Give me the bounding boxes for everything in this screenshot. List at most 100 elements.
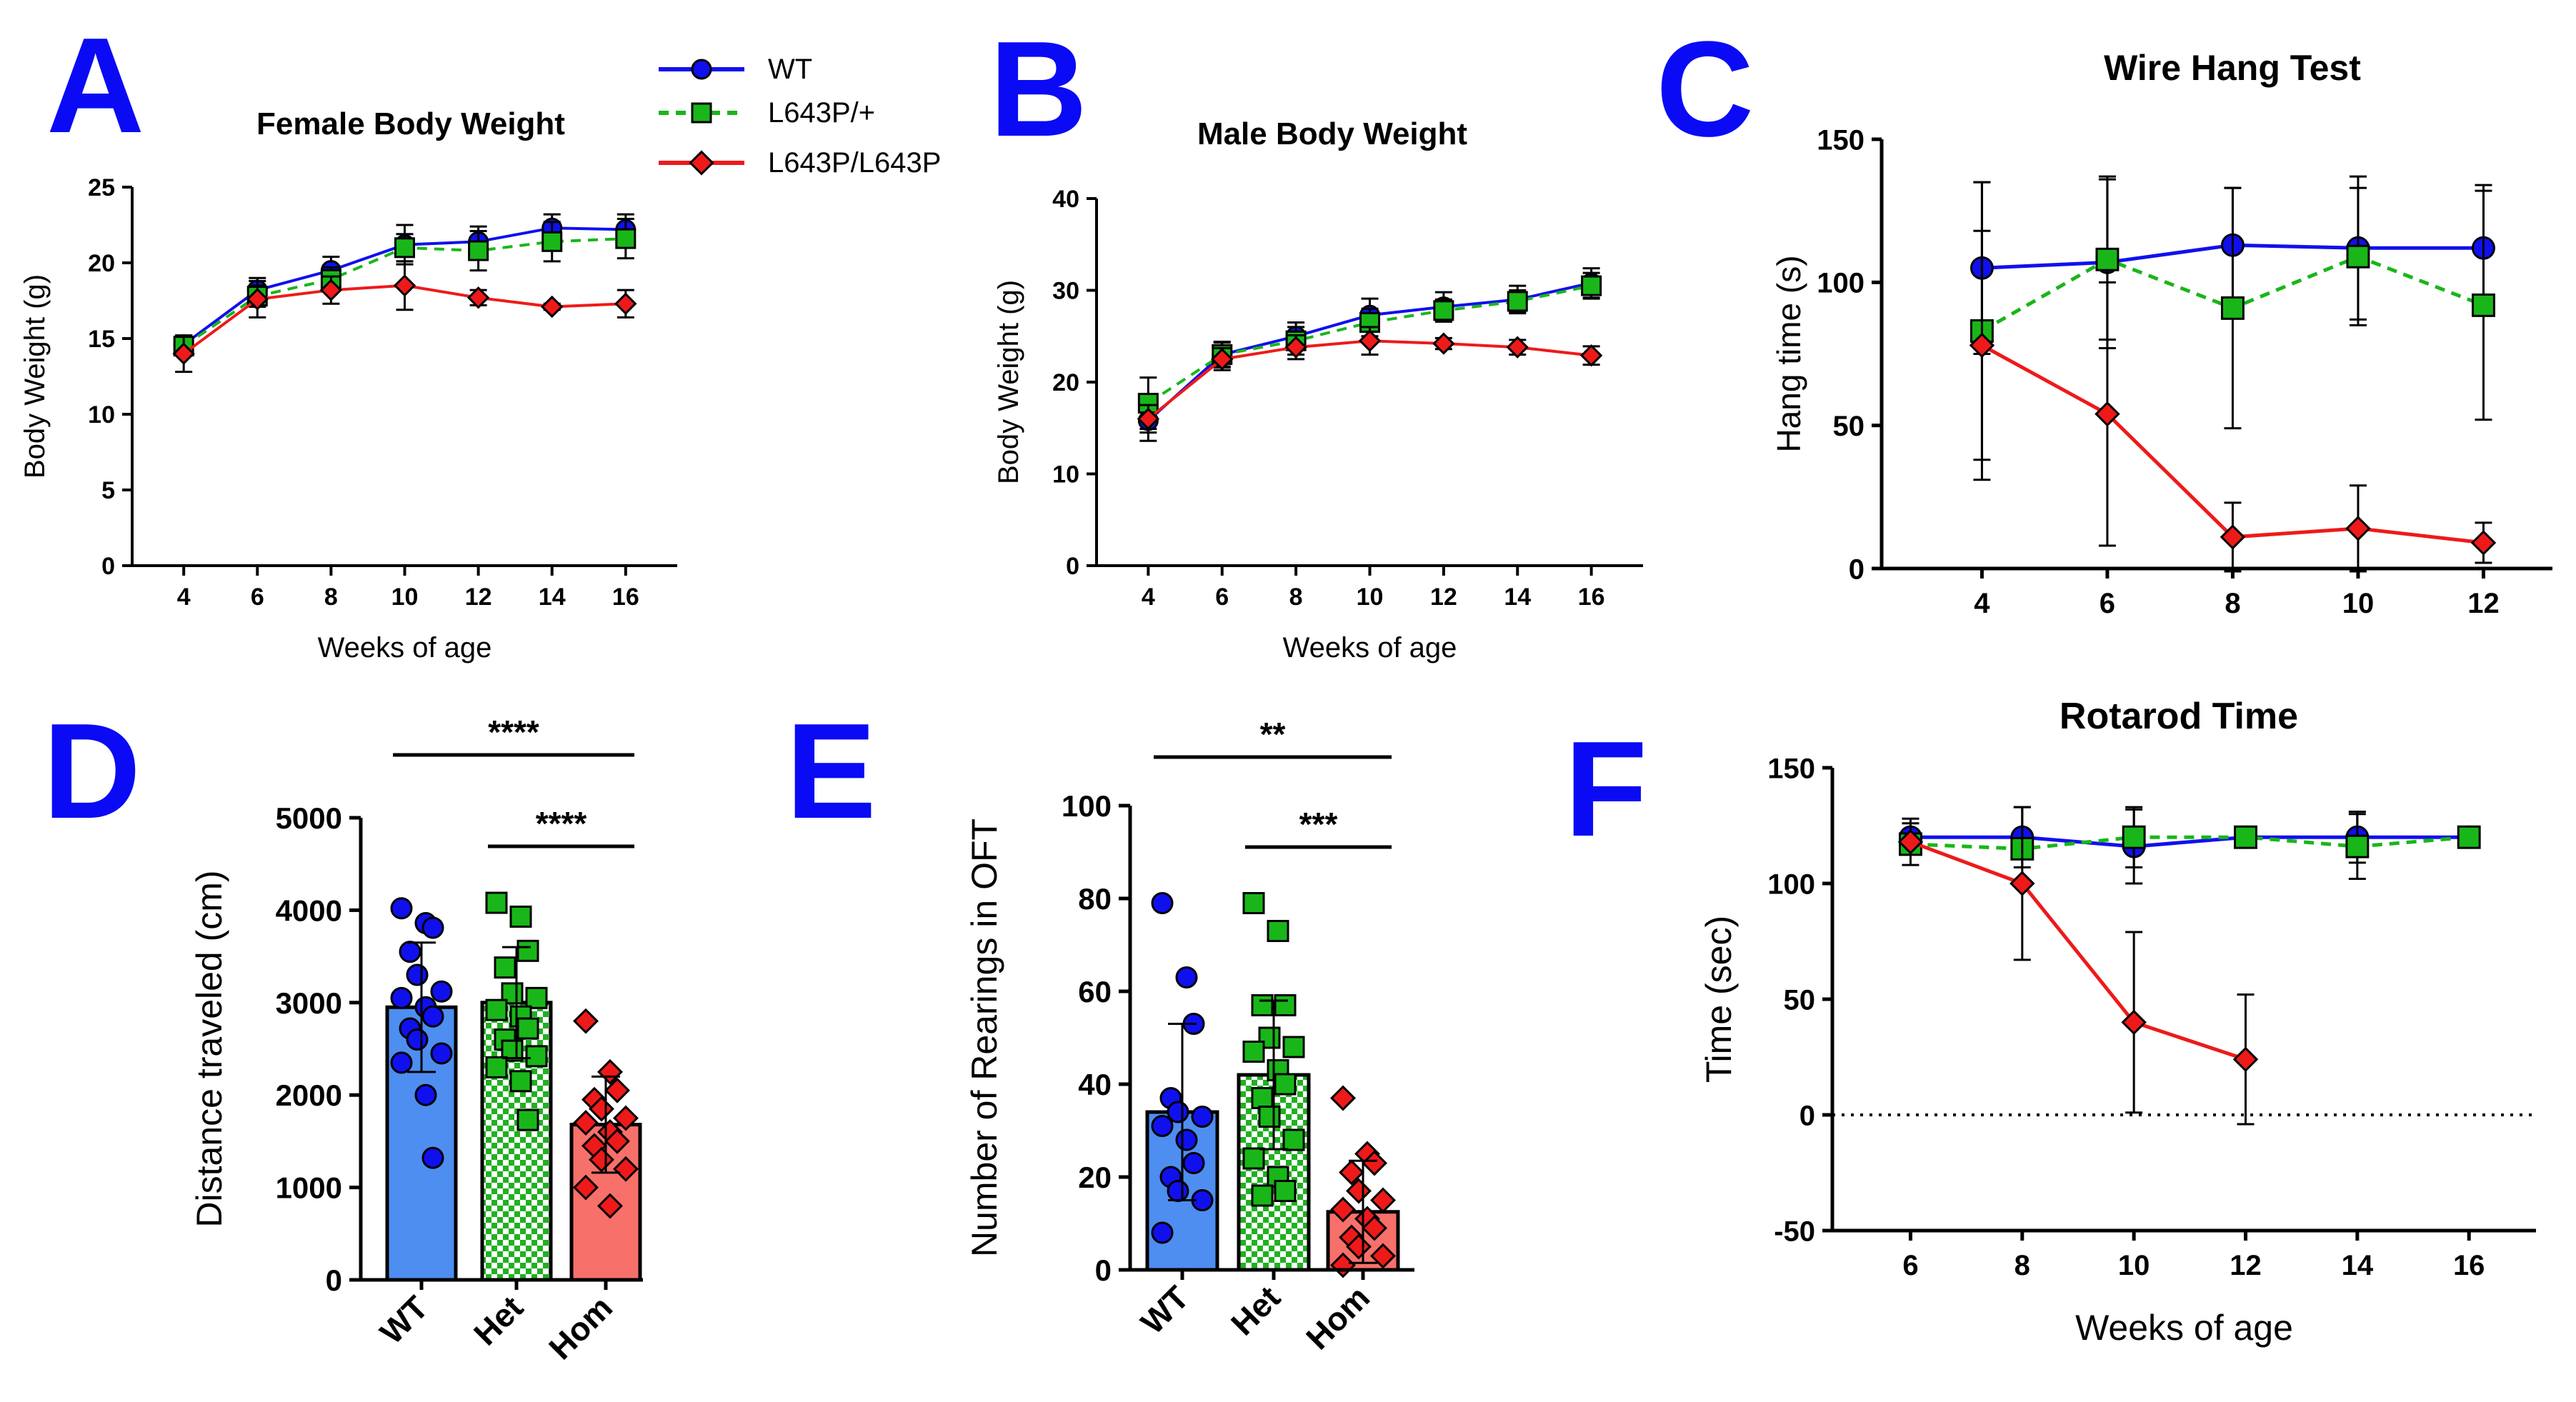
x-tick-label: 8: [2015, 1250, 2030, 1281]
panel-c-y-axis-label: Hang time (s): [1770, 255, 1807, 452]
data-point-hom: [393, 274, 416, 297]
y-tick-label: 20: [88, 250, 115, 277]
individual-point-hom: [613, 1156, 639, 1182]
panel-e-rearings: 0 20 40 60 80 100 WT Het Hom Number of Rearings i…: [964, 716, 1414, 1356]
data-point-het: [541, 231, 563, 252]
data-point-hom: [1579, 344, 1603, 367]
x-tick-label: 4: [177, 584, 191, 611]
individual-point-hom: [1330, 1196, 1356, 1223]
panel-f-rotarod-time: -50 0 50 100 150 6 8 10 12 14 16 Rotarod Time Weeks …: [1699, 696, 2536, 1348]
data-point-hom: [541, 295, 564, 319]
individual-point-het: [509, 1070, 532, 1093]
individual-point-hom: [573, 1008, 599, 1034]
individual-point-het: [1282, 1036, 1305, 1058]
individual-point-het: [485, 1056, 508, 1078]
series-line-hom: [1909, 840, 2247, 1061]
x-tick-label: 6: [251, 584, 264, 611]
data-point-het: [1581, 275, 1602, 296]
panel-f-title: Rotarod Time: [2060, 696, 2298, 737]
individual-point-hom: [589, 1096, 614, 1122]
individual-point-het: [1267, 920, 1289, 942]
y-tick-label: 20: [1052, 369, 1079, 396]
x-tick-label: 4: [1974, 588, 1990, 619]
individual-point-wt: [406, 963, 429, 986]
y-tick-label: 40: [1078, 1068, 1112, 1101]
x-tick-label: 16: [2453, 1250, 2485, 1281]
data-point-hom: [2220, 524, 2246, 550]
x-tick-label: 6: [1902, 1250, 1918, 1281]
individual-point-het: [509, 905, 532, 928]
panel-d-distance-traveled: 0 1000 2000 3000 4000 5000 WT Het Hom Distance tr…: [189, 713, 643, 1366]
individual-point-hom: [1339, 1159, 1364, 1186]
individual-point-wt: [421, 1005, 444, 1028]
panel-f-x-axis-label: Weeks of age: [2075, 1308, 2293, 1348]
x-tick-label: 12: [465, 584, 492, 611]
individual-point-hom: [604, 1128, 630, 1154]
y-tick-label: 25: [88, 174, 115, 201]
individual-point-het: [1274, 1180, 1297, 1202]
data-point-hom: [1432, 332, 1455, 355]
data-point-hom: [172, 342, 195, 365]
legend: WT L643P/+ L643P/L643P: [659, 54, 941, 179]
x-tick-label: 12: [1430, 584, 1457, 611]
significance-label: ***: [1299, 806, 1338, 843]
data-point-hom: [1137, 407, 1160, 431]
y-tick-label: 100: [1062, 789, 1112, 823]
individual-point-wt: [421, 916, 444, 939]
data-point-hom: [1506, 336, 1529, 359]
individual-point-het: [494, 956, 516, 979]
panel-letter-d: D: [43, 696, 141, 847]
individual-point-wt: [1167, 1180, 1189, 1202]
x-tick-label: 10: [2342, 588, 2375, 619]
individual-point-het: [1242, 892, 1265, 914]
data-point-het: [2345, 834, 2370, 858]
data-point-hom: [1284, 336, 1307, 359]
individual-point-het: [516, 1108, 539, 1131]
individual-point-het: [1274, 1073, 1297, 1096]
individual-point-hom: [573, 1110, 599, 1136]
data-point-het: [468, 240, 489, 261]
y-tick-label: 4000: [276, 893, 342, 927]
data-point-hom: [1969, 332, 1995, 359]
y-tick-label: 50: [1784, 984, 1816, 1016]
y-tick-label: 5: [101, 477, 115, 504]
data-point-hom: [246, 288, 269, 311]
individual-point-wt: [406, 1028, 429, 1051]
data-point-het: [2346, 244, 2370, 269]
y-tick-label: 1000: [276, 1171, 342, 1205]
y-tick-label: 80: [1078, 882, 1112, 916]
y-tick-label: 10: [1052, 461, 1079, 489]
data-point-hom: [2121, 1009, 2147, 1036]
y-tick-label: 0: [1066, 553, 1079, 580]
x-tick-label: 6: [2100, 588, 2115, 619]
data-point-hom: [2232, 1046, 2259, 1072]
x-tick-label: 12: [2230, 1250, 2262, 1281]
panel-letter-c: C: [1656, 14, 1754, 165]
data-point-hom: [2010, 871, 2035, 896]
individual-point-hom: [1362, 1150, 1387, 1176]
individual-point-wt: [390, 986, 413, 1009]
individual-point-hom: [1346, 1178, 1372, 1204]
individual-point-wt: [390, 1051, 413, 1074]
y-tick-label: 2000: [276, 1078, 342, 1112]
data-point-het: [1433, 300, 1454, 321]
x-tick-label: 10: [1357, 584, 1384, 611]
legend-marker-het: [691, 102, 712, 124]
panel-a-female-body-weight: 0 5 10 15 20 25 4 6 8 10 12 14 16 Female Body Weight W…: [19, 106, 677, 664]
data-point-het: [2472, 293, 2495, 317]
y-tick-label: 0: [1849, 554, 1864, 585]
data-point-hom: [2345, 516, 2371, 541]
individual-point-hom: [613, 1105, 639, 1131]
category-label-het: Het: [466, 1288, 530, 1352]
individual-point-hom: [1362, 1215, 1387, 1241]
individual-point-hom: [573, 1174, 599, 1201]
individual-point-het: [516, 1017, 539, 1040]
panel-c-wire-hang-test: 0 50 100 150 4 6 8 10 12 Wire Hang Test Hang time …: [1770, 48, 2552, 619]
panel-c-title: Wire Hang Test: [2104, 48, 2361, 88]
legend-label-hom: L643P/L643P: [768, 147, 941, 179]
x-tick-label: 12: [2467, 588, 2500, 619]
individual-point-wt: [421, 1146, 444, 1169]
individual-point-het: [1258, 1106, 1281, 1128]
y-tick-label: 60: [1078, 975, 1112, 1008]
individual-point-wt: [430, 980, 453, 1003]
